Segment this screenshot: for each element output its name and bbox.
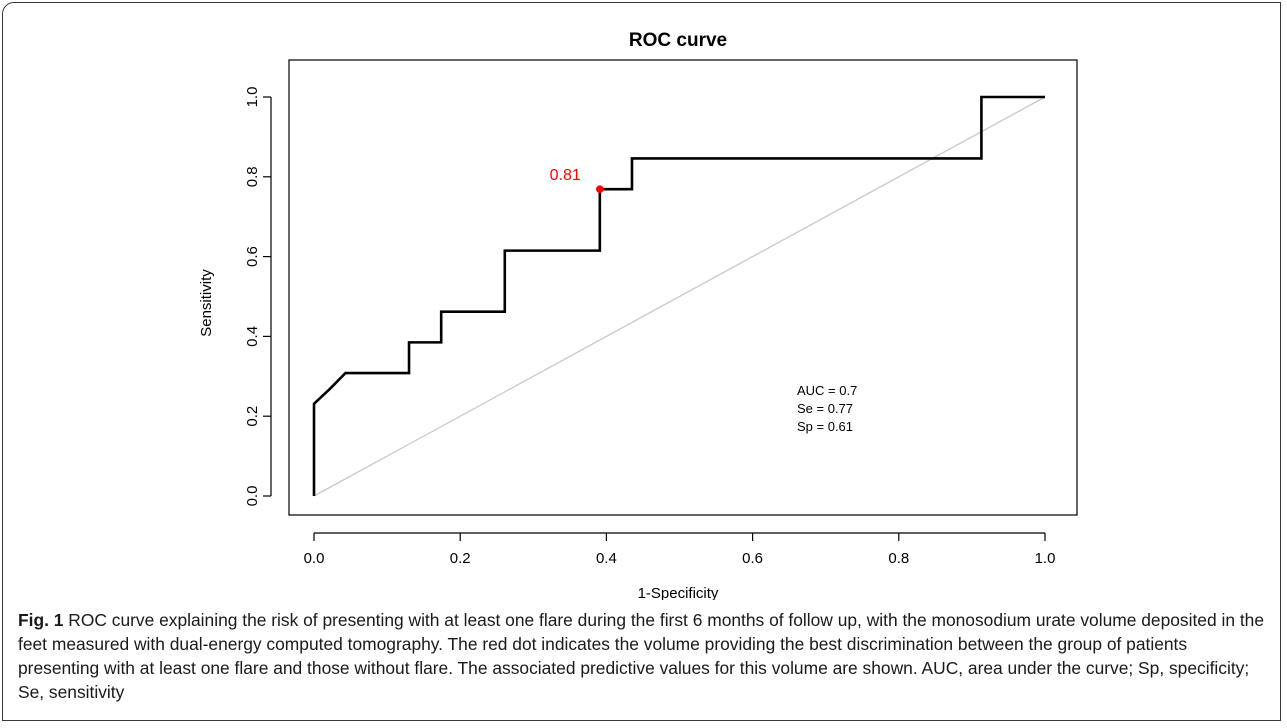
y-axis-label: Sensitivity <box>198 269 215 337</box>
y-tick-label: 0.4 <box>244 326 261 347</box>
y-tick-label: 0.6 <box>244 246 261 267</box>
x-tick-label: 1.0 <box>1035 550 1056 567</box>
axes: 0.0 0.2 0.4 0.6 0.8 1.0 0.0 0.2 0.4 0.6 0.8 1.0 <box>244 87 1055 567</box>
caption-label: Fig. 1 <box>18 610 64 630</box>
chart-title: ROC curve <box>629 30 727 51</box>
diagonal-reference-line <box>313 96 1046 497</box>
y-tick-label: 1.0 <box>244 87 261 108</box>
y-tick-label: 0.2 <box>244 406 261 427</box>
series-layer: 0.81 <box>312 95 1046 497</box>
y-tick-label: 0.8 <box>244 166 261 187</box>
x-tick-label: 0.8 <box>888 550 909 567</box>
annotation-sp: Sp = 0.61 <box>797 419 853 434</box>
x-axis-label: 1-Specificity <box>638 585 719 600</box>
x-tick-label: 0.0 <box>304 550 325 567</box>
annotation-auc: AUC = 0.7 <box>797 383 857 398</box>
roc-curve-line <box>312 95 1045 496</box>
x-tick-label: 0.6 <box>742 550 763 567</box>
plot-box <box>288 59 1078 516</box>
caption-text: ROC curve explaining the risk of present… <box>18 610 1265 702</box>
figure-caption: Fig. 1 ROC curve explaining the risk of … <box>18 608 1270 704</box>
optimal-cutoff-point <box>596 185 604 193</box>
optimal-cutoff-label: 0.81 <box>550 167 581 184</box>
x-tick-label: 0.4 <box>596 550 617 567</box>
roc-chart: ROC curve 0.0 0.2 0.4 0.6 0.8 1.0 0.0 0.2 0.4 0.6… <box>198 30 1078 600</box>
annotation-se: Se = 0.77 <box>797 401 853 416</box>
annotation-layer: AUC = 0.7 Se = 0.77 Sp = 0.61 <box>797 383 857 434</box>
x-tick-label: 0.2 <box>450 550 471 567</box>
y-tick-label: 0.0 <box>244 486 261 507</box>
